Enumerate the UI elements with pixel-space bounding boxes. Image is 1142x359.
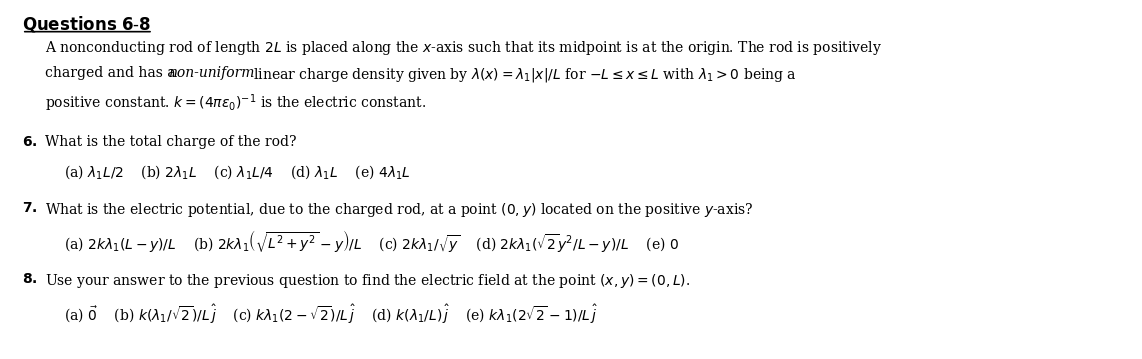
Text: charged and has a: charged and has a (45, 65, 179, 79)
Text: (a) $\vec{0}$    (b) $k(\lambda_1/\sqrt{2})/L\,\hat{j}$    (c) $k\lambda_1(2-\sq: (a) $\vec{0}$ (b) $k(\lambda_1/\sqrt{2})… (64, 302, 598, 326)
Text: (a) $\lambda_1 L/2$    (b) $2\lambda_1 L$    (c) $\lambda_1 L/4$    (d) $\lambda: (a) $\lambda_1 L/2$ (b) $2\lambda_1 L$ (… (64, 163, 411, 181)
Text: A nonconducting rod of length $2L$ is placed along the $x$-axis such that its mi: A nonconducting rod of length $2L$ is pl… (45, 39, 882, 57)
Text: $\mathbf{8.}$: $\mathbf{8.}$ (22, 272, 38, 286)
Text: $\mathbf{6.}$: $\mathbf{6.}$ (22, 135, 38, 149)
Text: What is the electric potential, due to the charged rod, at a point $(0, y)$ loca: What is the electric potential, due to t… (45, 201, 753, 219)
Text: $\mathbf{Questions\ 6\text{-}8}$: $\mathbf{Questions\ 6\text{-}8}$ (22, 14, 151, 34)
Text: non-uniform: non-uniform (168, 65, 254, 79)
Text: What is the total charge of the rod?: What is the total charge of the rod? (45, 135, 296, 149)
Text: (a) $2k\lambda_1(L-y)/L$    (b) $2k\lambda_1\left(\sqrt{L^2+y^2}-y\right)/L$    : (a) $2k\lambda_1(L-y)/L$ (b) $2k\lambda_… (64, 229, 679, 256)
Text: $\mathbf{7.}$: $\mathbf{7.}$ (22, 201, 38, 215)
Text: Use your answer to the previous question to find the electric field at the point: Use your answer to the previous question… (45, 272, 690, 290)
Text: positive constant. $k = (4\pi\epsilon_0)^{-1}$ is the electric constant.: positive constant. $k = (4\pi\epsilon_0)… (45, 92, 426, 114)
Text: linear charge density given by $\lambda(x) = \lambda_1|x|/L$ for $-L \leq x \leq: linear charge density given by $\lambda(… (249, 65, 797, 84)
